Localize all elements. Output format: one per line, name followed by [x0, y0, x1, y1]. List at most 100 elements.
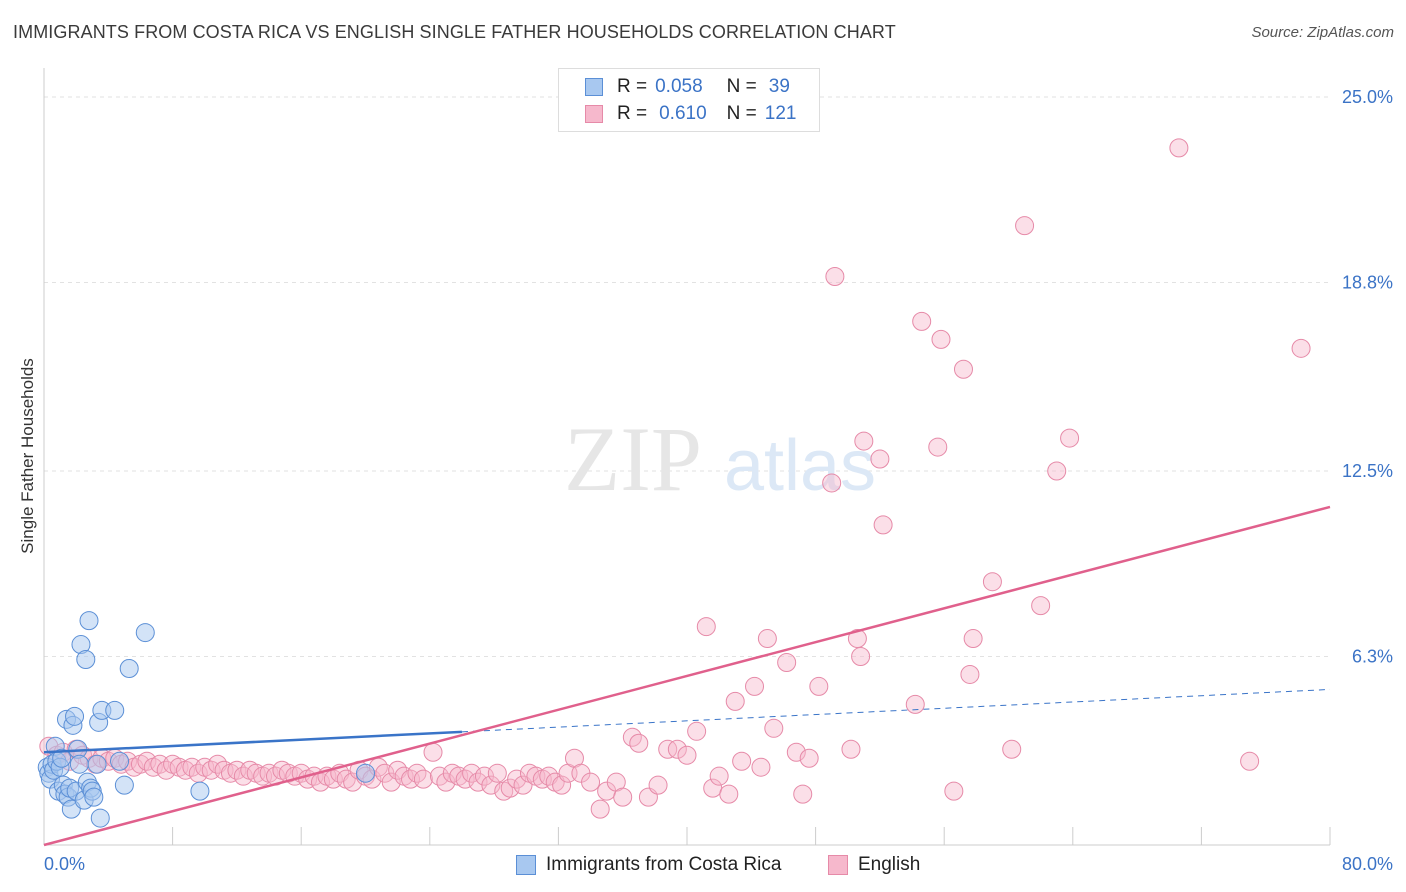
legend-swatch-blue: [516, 855, 536, 875]
english-point: [851, 647, 871, 667]
english-point: [745, 676, 765, 696]
costa-rica-point: [90, 808, 110, 828]
english-point: [677, 745, 697, 765]
english-point: [667, 739, 687, 759]
english-point: [809, 676, 829, 696]
english-point: [1015, 216, 1035, 236]
costa-rica-point: [76, 649, 96, 669]
english-point: [1291, 338, 1311, 358]
english-point: [481, 775, 501, 795]
y-tick-label: 6.3%: [1352, 647, 1393, 667]
legend-r-label: R =: [617, 76, 648, 97]
costa-rica-trend-line: [43, 730, 463, 754]
english-point: [799, 748, 819, 768]
legend-r-value: 0.610: [659, 103, 707, 124]
source-label: Source: ZipAtlas.com: [1251, 24, 1394, 41]
english-point: [777, 652, 797, 672]
english-point: [381, 772, 401, 792]
trend-lines: [43, 505, 1331, 847]
english-point: [696, 617, 716, 637]
legend-label-english: English: [858, 854, 921, 875]
english-point: [719, 784, 739, 804]
y-tick-label: 12.5%: [1342, 461, 1393, 481]
english-point: [931, 329, 951, 349]
costa-rica-points: [37, 611, 375, 828]
watermark-atlas: atlas: [724, 426, 876, 506]
english-trend-line: [43, 505, 1331, 847]
costa-rica-point: [87, 754, 107, 774]
chart-title: IMMIGRANTS FROM COSTA RICA VS ENGLISH SI…: [13, 22, 896, 42]
legend-swatch-pink: [585, 105, 603, 123]
legend-n-value: 39: [768, 76, 790, 97]
costa-rica-point: [69, 754, 89, 774]
legend-item-costa-rica[interactable]: Immigrants from Costa Rica: [516, 852, 781, 878]
english-point: [1240, 751, 1260, 771]
english-point: [960, 664, 980, 684]
correlation-legend: R = 0.058 N = 39 R = 0.610 N = 121: [558, 68, 820, 132]
legend-swatch-pink: [828, 855, 848, 875]
costa-rica-point: [135, 623, 155, 643]
english-point: [581, 772, 601, 792]
english-point: [905, 694, 925, 714]
costa-rica-point: [105, 700, 125, 720]
english-point: [912, 311, 932, 331]
english-point: [1047, 461, 1067, 481]
legend-n-label: N =: [726, 76, 757, 97]
costa-rica-point: [114, 775, 134, 795]
english-point: [953, 359, 973, 379]
english-point: [1169, 138, 1189, 158]
costa-rica-trend-extension: [461, 688, 1331, 733]
grid-lines: [44, 96, 1330, 658]
english-point: [854, 431, 874, 451]
legend-label-costa-rica: Immigrants from Costa Rica: [546, 854, 782, 875]
english-point: [786, 742, 806, 762]
english-point: [751, 757, 771, 777]
english-point: [928, 437, 948, 457]
costa-rica-point: [79, 611, 99, 631]
english-point: [963, 629, 983, 649]
legend-swatch-blue: [585, 78, 603, 96]
english-point: [709, 766, 729, 786]
english-point: [793, 784, 813, 804]
english-point: [1002, 739, 1022, 759]
english-point: [841, 739, 861, 759]
costa-rica-point: [190, 781, 210, 801]
costa-rica-point: [119, 658, 139, 678]
legend-n-label: N =: [726, 103, 757, 124]
english-point: [487, 763, 507, 783]
english-point: [825, 267, 845, 287]
legend-n-value: 121: [764, 103, 797, 124]
english-point: [982, 572, 1002, 592]
english-point: [629, 733, 649, 753]
english-point: [873, 515, 893, 535]
english-point: [590, 799, 610, 819]
costa-rica-point: [356, 763, 375, 783]
x-tick-label-min: 0.0%: [44, 854, 85, 874]
english-point: [732, 751, 752, 771]
tick-labels: 6.3% 12.5% 18.8% 25.0% 0.0% 80.0%: [44, 87, 1393, 874]
english-point: [1031, 596, 1051, 616]
english-point: [725, 691, 745, 711]
english-points: [39, 138, 1311, 819]
legend-item-english[interactable]: English: [828, 852, 920, 878]
english-point: [944, 781, 964, 801]
english-point: [764, 718, 784, 738]
watermark-zip: ZIP: [564, 408, 702, 510]
costa-rica-point: [110, 751, 130, 771]
y-tick-label: 25.0%: [1342, 87, 1393, 107]
english-point: [757, 629, 777, 649]
english-point: [1060, 428, 1080, 448]
y-tick-label: 18.8%: [1342, 273, 1393, 293]
english-point: [847, 629, 867, 649]
english-point: [822, 473, 842, 493]
costa-rica-point: [52, 748, 72, 768]
english-point: [648, 775, 668, 795]
costa-rica-point: [84, 787, 104, 807]
english-point: [413, 769, 433, 789]
legend-r-label: R =: [617, 103, 648, 124]
costa-rica-point: [65, 706, 85, 726]
english-point: [870, 449, 890, 469]
english-point: [687, 721, 707, 741]
english-point: [552, 775, 572, 795]
